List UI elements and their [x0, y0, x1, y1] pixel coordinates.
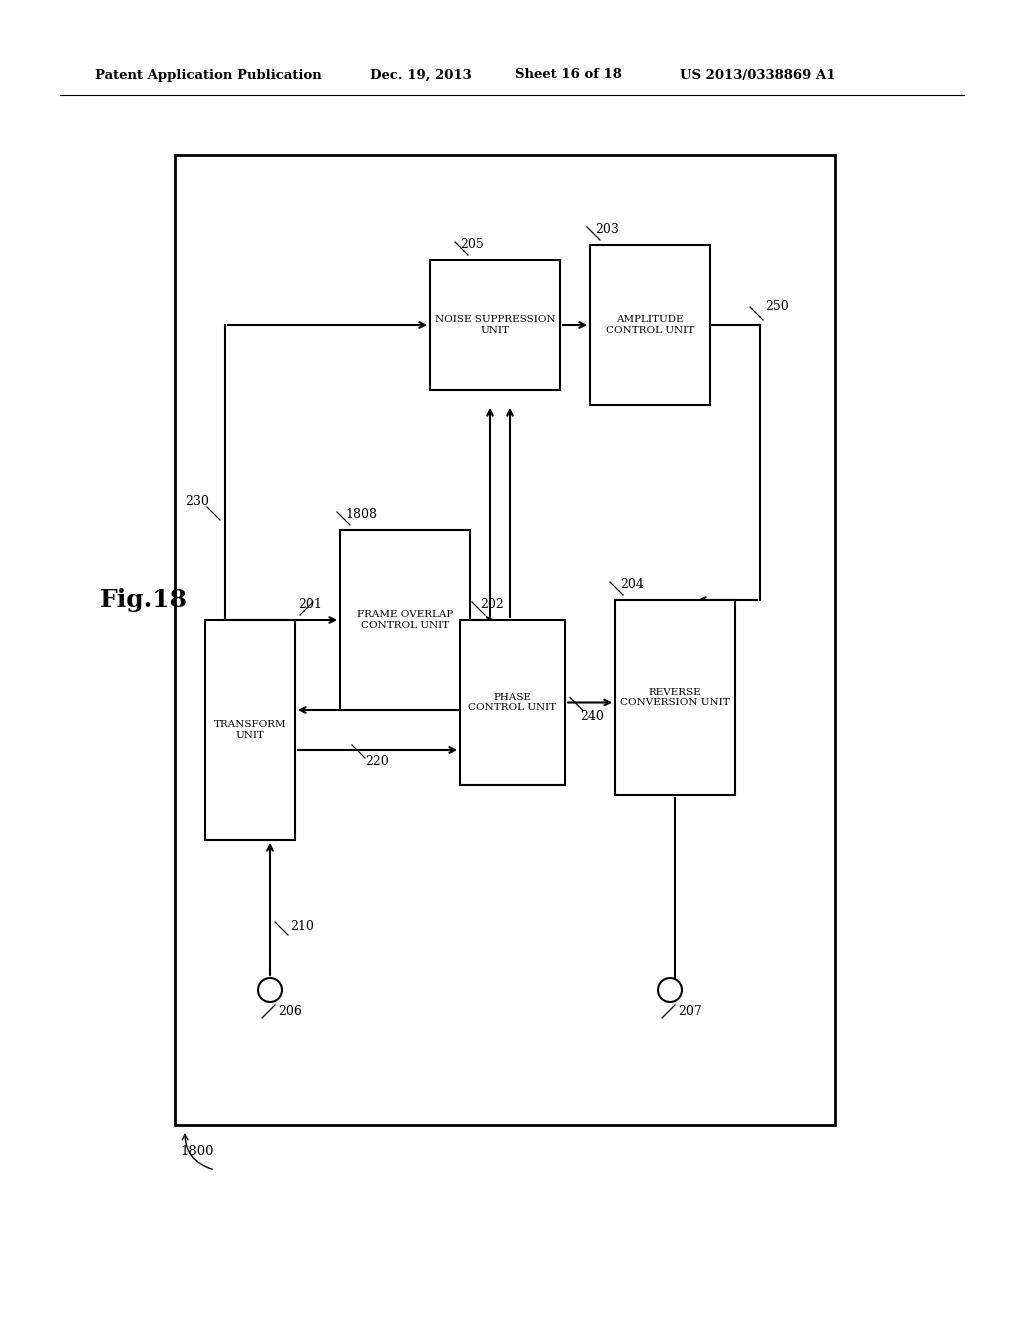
Text: Sheet 16 of 18: Sheet 16 of 18	[515, 69, 622, 82]
Bar	[460, 620, 565, 785]
Text: FRAME OVERLAP
CONTROL UNIT: FRAME OVERLAP CONTROL UNIT	[357, 610, 454, 630]
Bar	[590, 246, 710, 405]
Text: AMPLITUDE
CONTROL UNIT: AMPLITUDE CONTROL UNIT	[606, 315, 694, 335]
Text: Patent Application Publication: Patent Application Publication	[95, 69, 322, 82]
Text: 205: 205	[460, 238, 483, 251]
Text: US 2013/0338869 A1: US 2013/0338869 A1	[680, 69, 836, 82]
Circle shape	[658, 978, 682, 1002]
Circle shape	[258, 978, 282, 1002]
Bar	[205, 620, 295, 840]
Text: 210: 210	[290, 920, 314, 933]
Text: 207: 207	[678, 1005, 701, 1018]
Text: 206: 206	[278, 1005, 302, 1018]
Bar	[340, 531, 470, 710]
Text: 202: 202	[480, 598, 504, 611]
Bar	[175, 154, 835, 1125]
Text: PHASE
CONTROL UNIT: PHASE CONTROL UNIT	[468, 693, 557, 713]
Text: 230: 230	[185, 495, 209, 508]
Text: 201: 201	[298, 598, 322, 611]
Bar	[615, 601, 735, 795]
Text: 250: 250	[765, 300, 788, 313]
Text: 203: 203	[595, 223, 618, 236]
Text: NOISE SUPPRESSION
UNIT: NOISE SUPPRESSION UNIT	[434, 315, 555, 335]
Bar	[430, 260, 560, 389]
Text: Fig.18: Fig.18	[100, 587, 188, 612]
Text: 240: 240	[580, 710, 604, 723]
Text: 220: 220	[365, 755, 389, 768]
Text: TRANSFORM
UNIT: TRANSFORM UNIT	[214, 721, 287, 739]
Text: REVERSE
CONVERSION UNIT: REVERSE CONVERSION UNIT	[621, 688, 730, 708]
Text: 1808: 1808	[345, 508, 377, 521]
Text: Dec. 19, 2013: Dec. 19, 2013	[370, 69, 472, 82]
Text: 1800: 1800	[180, 1144, 213, 1158]
Text: 204: 204	[620, 578, 644, 591]
